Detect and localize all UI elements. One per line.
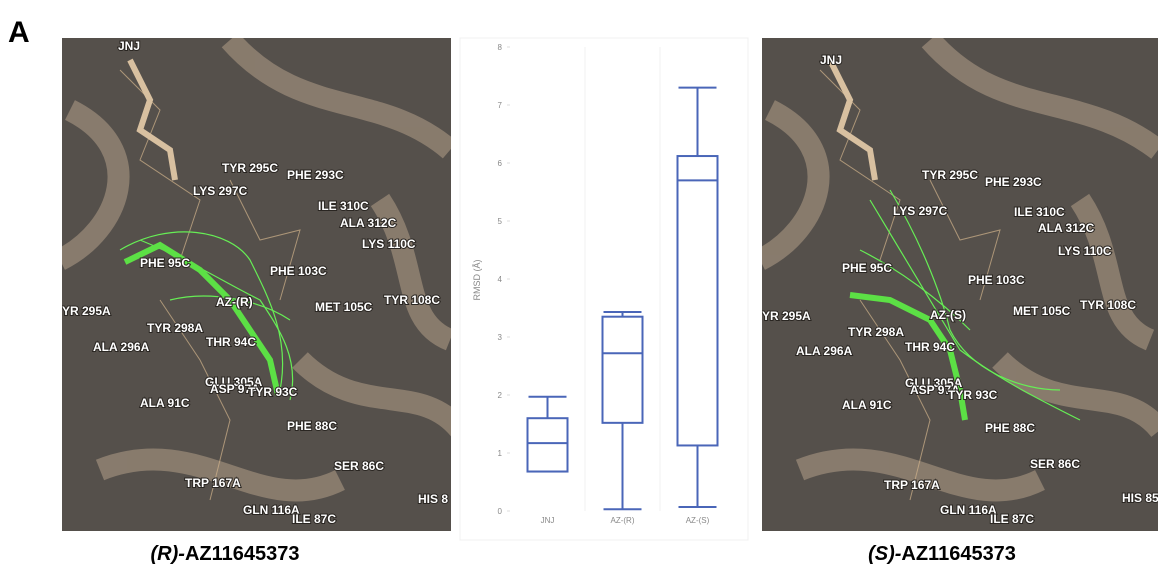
residue-label: ILE 310C xyxy=(318,199,369,213)
caption-name: AZ11645373 xyxy=(901,543,1016,565)
residue-label: TYR 108C xyxy=(1080,298,1136,312)
residue-label: LYS 297C xyxy=(893,204,948,218)
residue-label: ALA 296A xyxy=(93,340,150,354)
residue-label: ALA 91C xyxy=(140,396,190,410)
residue-label: PHE 293C xyxy=(985,175,1042,189)
residue-label: THR 94C xyxy=(905,340,955,354)
residue-label: AZ-(S) xyxy=(930,308,966,322)
x-tick-label: JNJ xyxy=(541,516,555,525)
residue-label: HIS 85 xyxy=(1122,491,1158,505)
residue-label: JNJ xyxy=(118,39,140,53)
page: A JNJ TYR 295C PHE 293C LYS 297C ILE 310C ALA… xyxy=(0,0,1158,569)
caption-name: AZ11645373 xyxy=(185,543,300,565)
caption-right: (S)-AZ11645373 xyxy=(868,543,1016,565)
residue-label: TYR 93C xyxy=(248,385,298,399)
residue-label: THR 94C xyxy=(206,335,256,349)
residue-label: ILE 87C xyxy=(292,512,336,526)
figure: A JNJ TYR 295C PHE 293C LYS 297C ILE 310C ALA… xyxy=(0,0,1158,569)
residue-label: PHE 88C xyxy=(287,419,337,433)
residue-label: SER 86C xyxy=(334,459,384,473)
residue-label: ILE 87C xyxy=(990,512,1034,526)
y-tick-label: 7 xyxy=(498,101,503,110)
residue-label: MET 105C xyxy=(1013,304,1071,318)
residue-label: ALA 312C xyxy=(1038,221,1095,235)
residue-label: LYS 110C xyxy=(362,237,416,251)
x-tick-label: AZ-(R) xyxy=(611,516,635,525)
structure-right: JNJ TYR 295C PHE 293C LYS 297C ILE 310C ALA 3… xyxy=(760,38,1158,531)
y-tick-label: 4 xyxy=(498,275,503,284)
y-axis-label: RMSD (Å) xyxy=(472,260,482,301)
residue-label: TRP 167A xyxy=(185,476,241,490)
y-tick-label: 3 xyxy=(498,333,503,342)
residue-label: AZ-(R) xyxy=(216,295,253,309)
residue-label: PHE 103C xyxy=(968,273,1025,287)
y-tick-label: 2 xyxy=(498,391,503,400)
y-tick-label: 1 xyxy=(498,449,503,458)
panel-label: A xyxy=(8,16,30,49)
residue-label: TYR 298A xyxy=(147,321,203,335)
residue-label: ALA 91C xyxy=(842,398,892,412)
residue-label: MET 105C xyxy=(315,300,373,314)
residue-label: PHE 95C xyxy=(842,261,892,275)
residue-label: TRP 167A xyxy=(884,478,940,492)
residue-label: LYS 110C xyxy=(1058,244,1112,258)
y-tick-label: 6 xyxy=(498,159,503,168)
caption-left: (R)-AZ11645373 xyxy=(151,543,300,565)
residue-label: JNJ xyxy=(820,53,842,67)
residue-label: LYS 297C xyxy=(193,184,248,198)
residue-label: ALA 312C xyxy=(340,216,397,230)
x-tick-label: AZ-(S) xyxy=(686,516,710,525)
structure-left: JNJ TYR 295C PHE 293C LYS 297C ILE 310C ALA 3… xyxy=(60,38,460,531)
residue-label: PHE 95C xyxy=(140,256,190,270)
caption-prefix: (S)- xyxy=(868,543,902,565)
residue-label: YR 295A xyxy=(62,304,111,318)
residue-label: TYR 93C xyxy=(948,388,998,402)
residue-label: PHE 293C xyxy=(287,168,344,182)
y-tick-label: 8 xyxy=(498,43,503,52)
residue-label: TYR 108C xyxy=(384,293,440,307)
residue-label: ALA 296A xyxy=(796,344,853,358)
residue-label: SER 86C xyxy=(1030,457,1080,471)
residue-label: TYR 295C xyxy=(922,168,978,182)
residue-label: PHE 88C xyxy=(985,421,1035,435)
residue-label: TYR 298A xyxy=(848,325,904,339)
residue-label: PHE 103C xyxy=(270,264,327,278)
caption-prefix: (R)- xyxy=(151,543,186,565)
y-tick-label: 5 xyxy=(498,217,503,226)
residue-label: YR 295A xyxy=(762,309,811,323)
residue-label: TYR 295C xyxy=(222,161,278,175)
chart-panel xyxy=(460,38,748,540)
y-tick-label: 0 xyxy=(498,507,503,516)
residue-label: HIS 8 xyxy=(418,492,448,506)
residue-label: ILE 310C xyxy=(1014,205,1065,219)
residue-label: GLN 116A xyxy=(940,503,997,517)
